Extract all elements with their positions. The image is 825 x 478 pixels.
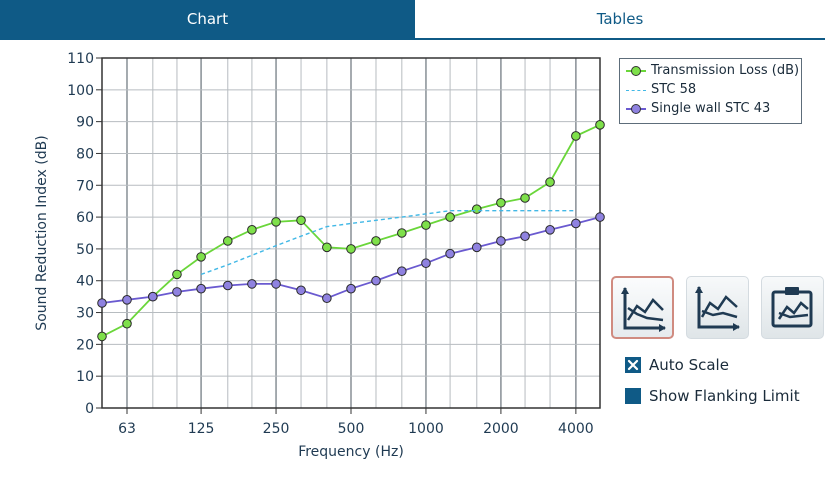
plot-frame xyxy=(101,57,601,409)
data-point xyxy=(172,269,182,280)
legend-symbol xyxy=(626,81,646,99)
legend-symbol xyxy=(626,62,646,80)
data-point xyxy=(445,212,455,222)
legend-label: STC 58 xyxy=(651,82,697,97)
chart-export-icon xyxy=(771,287,813,328)
data-point xyxy=(122,318,132,329)
data-point xyxy=(545,225,555,235)
data-point xyxy=(471,204,482,214)
data-point xyxy=(545,177,555,187)
data-point xyxy=(271,217,281,227)
checkbox-checked-icon xyxy=(625,357,641,373)
chart-legend: Transmission Loss (dB) STC 58 Single wal… xyxy=(619,58,802,124)
x-tick-label: 500 xyxy=(338,421,365,437)
data-point xyxy=(397,266,407,276)
x-tick-label: 125 xyxy=(188,421,215,437)
data-point xyxy=(571,131,581,141)
data-point xyxy=(595,212,605,222)
data-point xyxy=(196,252,206,262)
data-point xyxy=(247,279,257,289)
data-point xyxy=(371,275,381,286)
y-tick-label: 80 xyxy=(76,146,94,162)
y-tick-label: 30 xyxy=(76,306,94,322)
y-tick-label: 50 xyxy=(76,242,94,258)
data-point xyxy=(397,228,407,238)
legend-entry-single-wall: Single wall STC 43 xyxy=(626,100,770,118)
data-point xyxy=(421,220,431,230)
data-point xyxy=(222,280,233,291)
series-line-1 xyxy=(200,209,576,276)
legend-symbol xyxy=(626,100,646,118)
y-tick-label: 60 xyxy=(76,210,94,226)
data-point xyxy=(471,242,482,253)
tab-tables[interactable]: Tables xyxy=(415,0,825,38)
y-tick-label: 10 xyxy=(76,369,94,385)
data-point xyxy=(346,283,356,294)
show-flanking-limit-label: Show Flanking Limit xyxy=(649,387,800,405)
y-tick-label: 70 xyxy=(76,178,94,194)
auto-scale-label: Auto Scale xyxy=(649,356,729,374)
legend-entry-stc: STC 58 xyxy=(626,81,696,99)
y-tick-label: 0 xyxy=(85,401,94,417)
data-point xyxy=(520,231,530,241)
data-point xyxy=(322,293,332,304)
data-point xyxy=(520,193,530,203)
data-point xyxy=(271,279,281,289)
data-point xyxy=(496,236,506,246)
data-point xyxy=(346,244,356,254)
data-point xyxy=(196,283,206,294)
x-tick-label: 4000 xyxy=(558,421,594,437)
chart-compare-icon xyxy=(695,286,740,331)
x-tick-label: 250 xyxy=(263,421,290,437)
x-axis-label: Frequency (Hz) xyxy=(298,444,404,460)
data-point xyxy=(148,291,158,302)
data-point xyxy=(296,285,306,296)
line-chart-button[interactable] xyxy=(611,276,674,339)
y-tick-label: 110 xyxy=(67,51,94,67)
data-point xyxy=(172,287,182,297)
data-point xyxy=(496,197,506,208)
y-tick-label: 90 xyxy=(76,115,94,131)
legend-label: Transmission Loss (dB) xyxy=(651,63,800,78)
y-axis-label: Sound Reduction Index (dB) xyxy=(34,135,50,330)
data-point xyxy=(97,331,107,342)
y-tick-label: 100 xyxy=(67,83,94,99)
chart-compare-button[interactable] xyxy=(686,276,749,339)
y-tick-label: 40 xyxy=(76,274,94,290)
x-tick-label: 2000 xyxy=(483,421,519,437)
data-point xyxy=(247,225,257,235)
data-point xyxy=(571,218,581,229)
line-chart-icon xyxy=(621,287,666,332)
data-point xyxy=(122,295,132,305)
data-point xyxy=(322,242,332,253)
data-point xyxy=(421,258,431,269)
data-point xyxy=(595,120,605,130)
x-tick-label: 1000 xyxy=(408,421,444,437)
checkbox-unchecked-icon xyxy=(625,388,641,404)
tab-bar: Chart Tables xyxy=(0,0,825,40)
chart-export-button[interactable] xyxy=(761,276,824,339)
sound-reduction-chart: 0 10 20 30 40 50 60 70 80 90 100 110 63 125 250 500 1000… xyxy=(34,51,605,460)
data-point xyxy=(296,215,306,226)
data-point xyxy=(371,236,381,246)
data-point xyxy=(97,298,107,308)
tab-chart[interactable]: Chart xyxy=(0,0,415,38)
legend-label: Single wall STC 43 xyxy=(651,101,771,116)
legend-entry-transmission-loss: Transmission Loss (dB) xyxy=(626,62,799,80)
data-point xyxy=(222,236,233,246)
data-point xyxy=(445,248,455,259)
y-tick-label: 20 xyxy=(76,337,94,353)
x-tick-label: 63 xyxy=(118,421,136,437)
